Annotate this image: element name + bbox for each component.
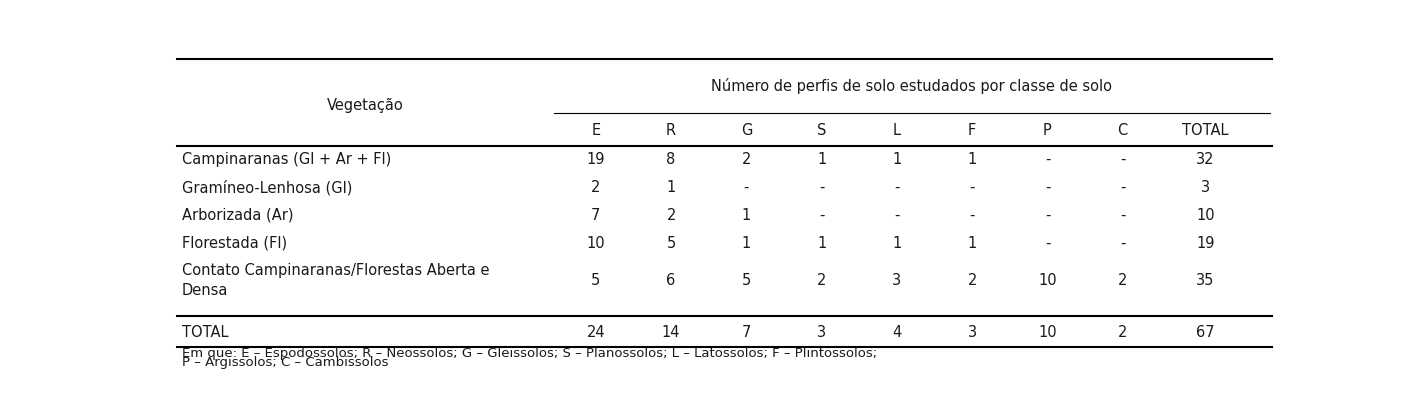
Text: -: - [1121, 152, 1125, 167]
Text: 2: 2 [1118, 325, 1128, 340]
Text: 5: 5 [591, 272, 601, 288]
Text: 1: 1 [817, 152, 827, 167]
Text: 3: 3 [1201, 180, 1210, 195]
Text: -: - [894, 180, 900, 195]
Text: Florestada (Fl): Florestada (Fl) [182, 236, 287, 251]
Text: -: - [969, 208, 975, 223]
Text: -: - [894, 208, 900, 223]
Text: 3: 3 [893, 272, 901, 288]
Text: S: S [817, 122, 827, 138]
Text: Densa: Densa [182, 283, 229, 298]
Text: 10: 10 [1039, 325, 1057, 340]
Text: 10: 10 [1039, 272, 1057, 288]
Text: E: E [591, 122, 601, 138]
Text: 14: 14 [661, 325, 680, 340]
Text: 2: 2 [591, 180, 601, 195]
Text: 1: 1 [968, 152, 976, 167]
Text: -: - [1044, 152, 1050, 167]
Text: 7: 7 [591, 208, 601, 223]
Text: 10: 10 [586, 236, 605, 251]
Text: -: - [1044, 208, 1050, 223]
Text: -: - [1121, 180, 1125, 195]
Text: L: L [893, 122, 901, 138]
Text: 7: 7 [742, 325, 752, 340]
Text: 3: 3 [817, 325, 827, 340]
Text: G: G [740, 122, 752, 138]
Text: 5: 5 [667, 236, 675, 251]
Text: 32: 32 [1197, 152, 1215, 167]
Text: 67: 67 [1197, 325, 1215, 340]
Text: -: - [820, 180, 824, 195]
Text: TOTAL: TOTAL [182, 325, 229, 340]
Text: 10: 10 [1197, 208, 1215, 223]
Text: R: R [666, 122, 677, 138]
Text: 1: 1 [817, 236, 827, 251]
Text: 2: 2 [667, 208, 675, 223]
Text: 1: 1 [968, 236, 976, 251]
Text: TOTAL: TOTAL [1183, 122, 1229, 138]
Text: P – Argissolos; C – Cambissolos: P – Argissolos; C – Cambissolos [182, 356, 389, 369]
Text: Arborizada (Ar): Arborizada (Ar) [182, 208, 294, 223]
Text: 1: 1 [742, 208, 750, 223]
Text: 24: 24 [586, 325, 605, 340]
Text: 19: 19 [1197, 236, 1215, 251]
Text: Contato Campinaranas/Florestas Aberta e: Contato Campinaranas/Florestas Aberta e [182, 263, 489, 277]
Text: -: - [820, 208, 824, 223]
Text: 5: 5 [742, 272, 750, 288]
Text: 6: 6 [667, 272, 675, 288]
Text: 2: 2 [1118, 272, 1128, 288]
Text: Em que: E – Espodossolos; R – Neossolos; G – Gleissolos; S – Planossolos; L – La: Em que: E – Espodossolos; R – Neossolos;… [182, 347, 877, 360]
Text: Vegetação: Vegetação [328, 98, 404, 113]
Text: 19: 19 [586, 152, 605, 167]
Text: 1: 1 [742, 236, 750, 251]
Text: 4: 4 [892, 325, 901, 340]
Text: 1: 1 [892, 236, 901, 251]
Text: -: - [1044, 236, 1050, 251]
Text: 2: 2 [817, 272, 827, 288]
Text: 35: 35 [1197, 272, 1215, 288]
Text: F: F [968, 122, 976, 138]
Text: 2: 2 [968, 272, 976, 288]
Text: -: - [969, 180, 975, 195]
Text: 3: 3 [968, 325, 976, 340]
Text: C: C [1118, 122, 1128, 138]
Text: -: - [1121, 208, 1125, 223]
Text: P: P [1043, 122, 1051, 138]
Text: 8: 8 [667, 152, 675, 167]
Text: 1: 1 [892, 152, 901, 167]
Text: 1: 1 [667, 180, 675, 195]
Text: -: - [1044, 180, 1050, 195]
Text: Número de perfis de solo estudados por classe de solo: Número de perfis de solo estudados por c… [712, 78, 1112, 94]
Text: -: - [1121, 236, 1125, 251]
Text: -: - [743, 180, 749, 195]
Text: 2: 2 [742, 152, 752, 167]
Text: Campinaranas (Gl + Ar + Fl): Campinaranas (Gl + Ar + Fl) [182, 152, 391, 167]
Text: Gramíneo-Lenhosa (Gl): Gramíneo-Lenhosa (Gl) [182, 180, 352, 195]
